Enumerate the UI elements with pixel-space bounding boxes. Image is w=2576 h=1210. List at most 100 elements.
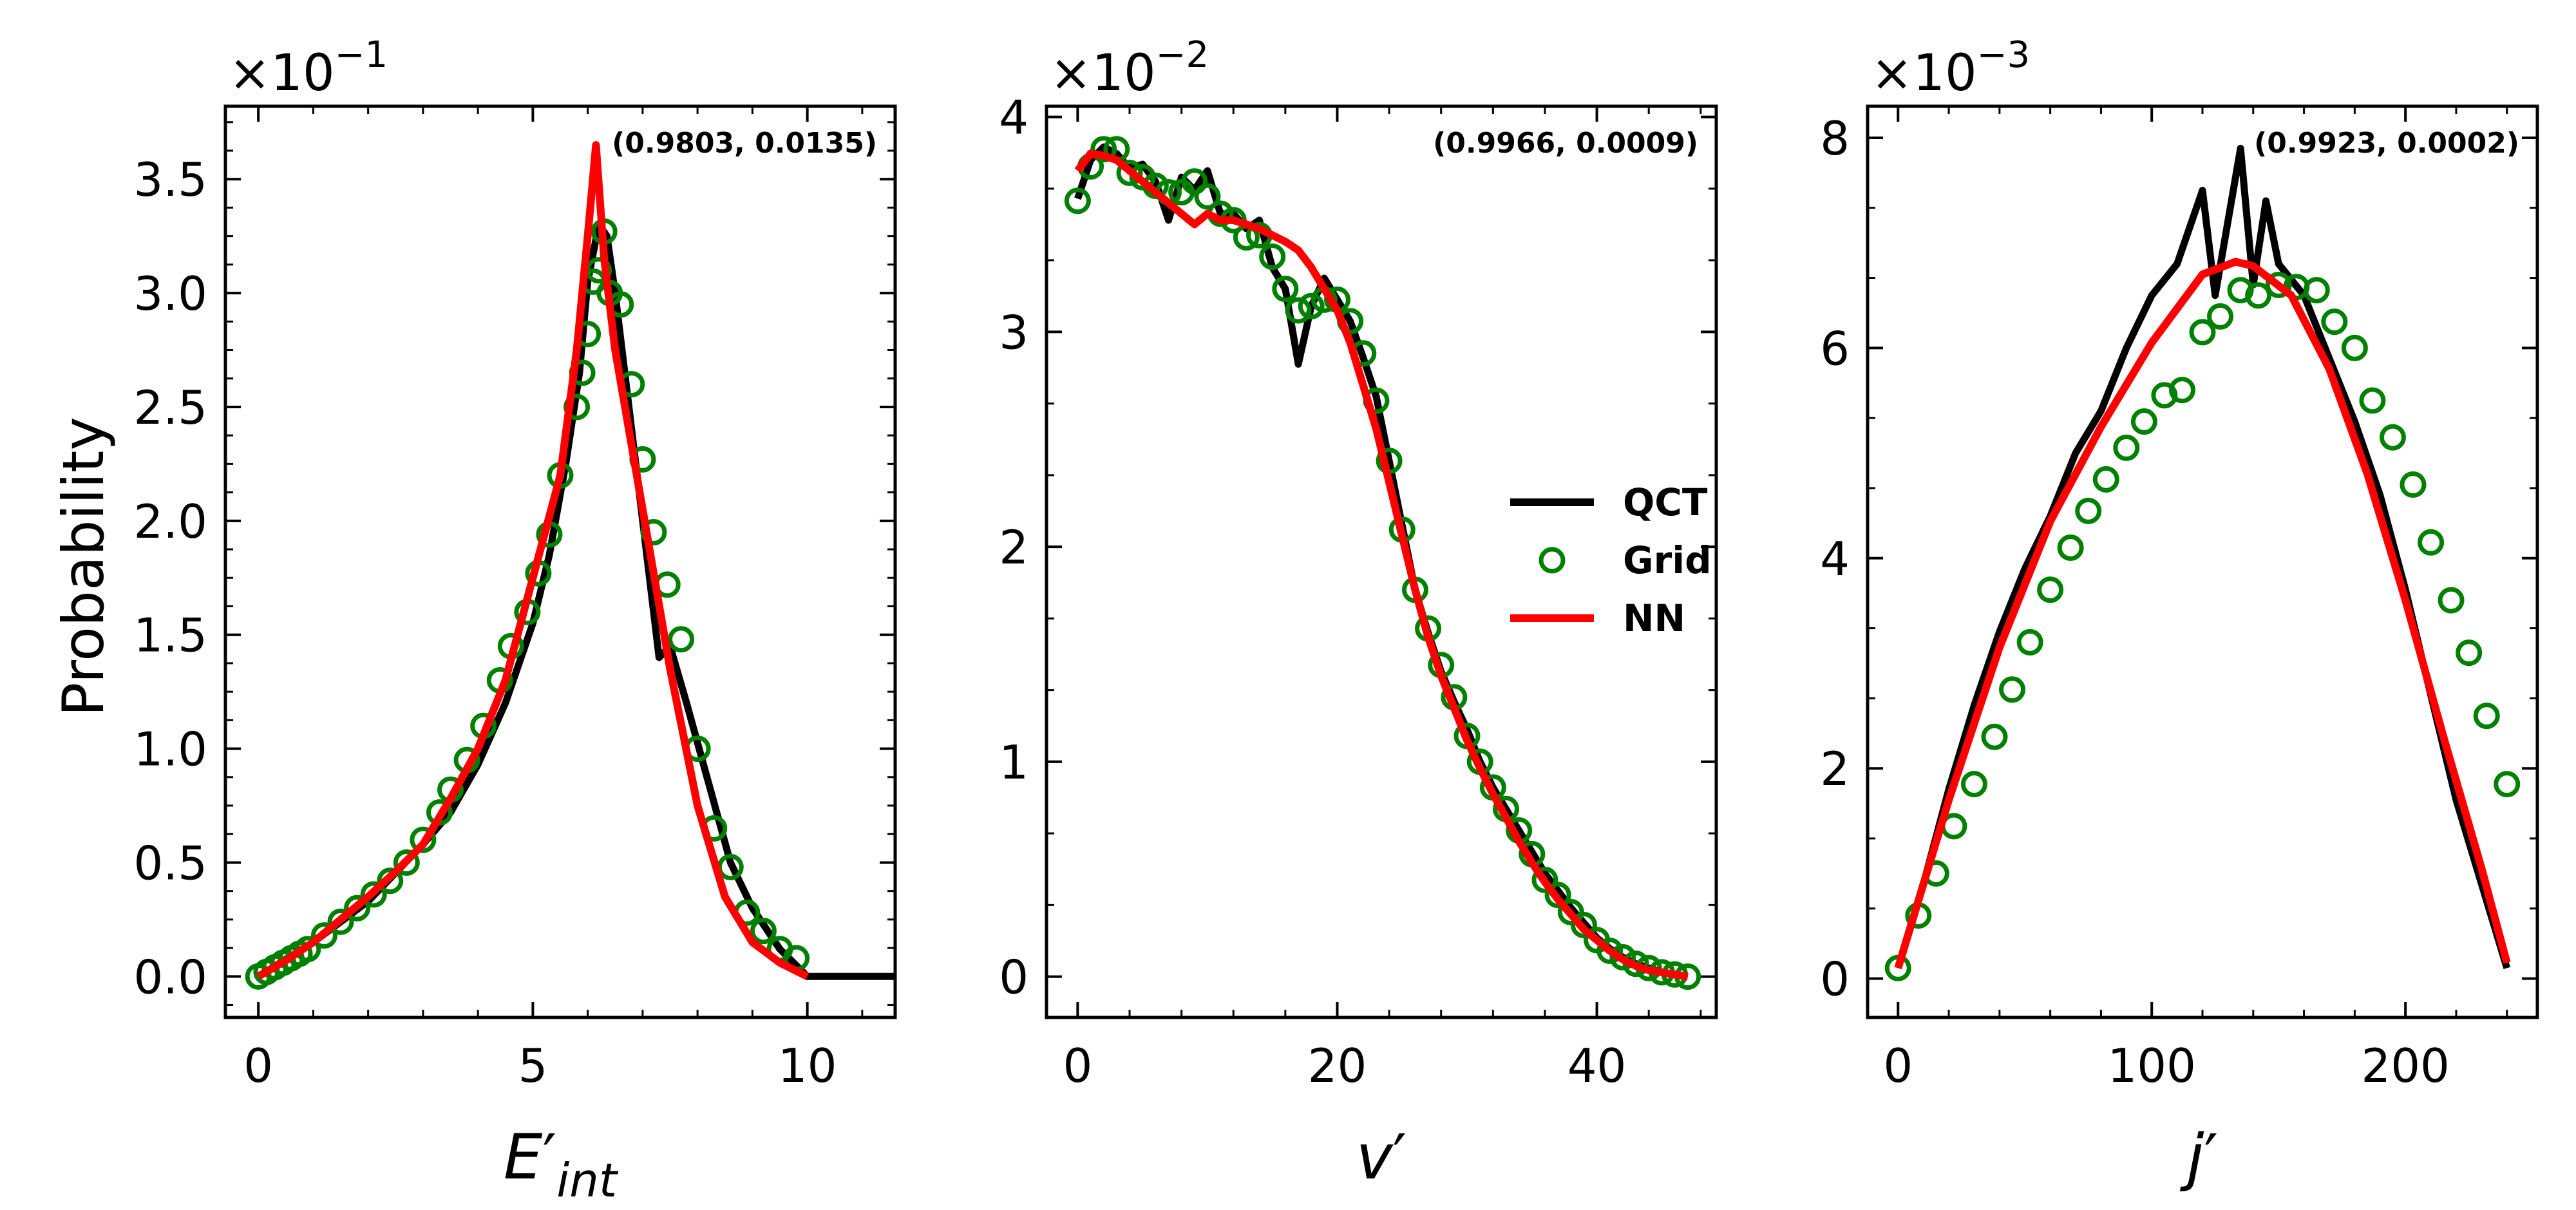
grid-point <box>327 908 354 935</box>
grid-point <box>1960 771 1987 798</box>
grid-point <box>1181 168 1208 195</box>
grid-point <box>2265 271 2292 298</box>
x-tick-label: 10 <box>778 1039 837 1093</box>
grid-point <box>2400 471 2427 498</box>
legend: QCT Grid NN <box>1510 480 1712 640</box>
nn-line <box>1894 258 2511 970</box>
y-tick-label: 6 <box>1820 321 1850 375</box>
x-tick-label: 100 <box>2107 1039 2195 1093</box>
grid-point <box>2227 277 2254 304</box>
legend-marker <box>1539 547 1566 574</box>
grid-point <box>750 918 777 945</box>
grid-point <box>2303 277 2330 304</box>
axes-frame <box>223 104 897 1019</box>
grid-point <box>2245 282 2272 309</box>
x-axis-label: E′int <box>504 1121 619 1207</box>
grid-point <box>2037 576 2064 603</box>
y-axis-label: Probability <box>50 417 117 716</box>
grid-point <box>1090 136 1117 163</box>
grid-point <box>1544 882 1571 909</box>
grid-point <box>1981 723 2008 750</box>
y-tick-label: 8 <box>1820 111 1850 165</box>
y-tick-label: 2 <box>1820 742 1850 796</box>
metric-annotation: (0.9803, 0.0135) <box>612 127 877 160</box>
nn-line <box>1074 149 1689 981</box>
grid-point <box>2341 334 2368 361</box>
x-tick-label: 0 <box>243 1039 273 1093</box>
qct-line <box>1074 143 1689 981</box>
x-tick-label: 200 <box>2361 1039 2449 1093</box>
legend-label: Grid <box>1623 538 1712 582</box>
grid-point <box>393 849 420 876</box>
grid-point <box>2456 639 2483 666</box>
x-axis-label: j′ <box>2180 1121 2218 1193</box>
plot-area <box>245 141 895 990</box>
y-tick-label: 4 <box>1820 532 1850 586</box>
axis-multiplier: ×10−2 <box>1050 34 1209 102</box>
grid-point <box>2016 629 2043 656</box>
grid-point <box>2438 587 2465 614</box>
y-tick-label: 1.0 <box>133 723 207 777</box>
grid-point <box>1064 187 1091 214</box>
grid-point <box>1285 297 1312 324</box>
axis-multiplier: ×10−3 <box>1871 34 2030 102</box>
plot-area <box>1884 144 2521 981</box>
legend-label: QCT <box>1623 480 1708 524</box>
y-tick-label: 2.5 <box>133 381 207 435</box>
x-tick-label: 20 <box>1308 1039 1367 1093</box>
y-tick-label: 0 <box>999 950 1028 1005</box>
grid-point <box>1531 866 1558 893</box>
panel-3: 0 2 4 6 8 0 100 200 ×10−3 (0.9923, 0.0002) j′ <box>1820 34 2539 1193</box>
x-tick-label: 0 <box>1883 1039 1913 1093</box>
grid-point <box>1272 276 1299 303</box>
grid-point <box>1116 159 1143 186</box>
grid-point <box>2379 424 2406 451</box>
grid-point <box>1194 183 1221 210</box>
grid-point <box>1570 911 1597 938</box>
grid-point <box>1298 292 1325 319</box>
y-tick-label: 2 <box>999 520 1028 574</box>
grid-point <box>2418 529 2445 556</box>
grid-point <box>410 826 437 853</box>
grid-point <box>2359 387 2386 414</box>
grid-point <box>2321 308 2348 336</box>
y-tick-label: 4 <box>999 91 1028 145</box>
grid-point <box>2151 382 2178 409</box>
plot-area <box>1064 136 1701 990</box>
axis-multiplier: ×10−1 <box>229 34 388 102</box>
y-tick-label: 0.5 <box>133 836 207 890</box>
grid-point <box>1596 938 1624 965</box>
grid-point <box>2189 319 2216 346</box>
x-axis-label: v′ <box>1356 1121 1407 1193</box>
grid-point <box>2168 377 2195 404</box>
y-tick-label: 2.0 <box>133 495 207 549</box>
grid-point <box>668 626 695 653</box>
y-tick-label: 1 <box>999 735 1028 789</box>
grid-point <box>2092 466 2119 493</box>
grid-point <box>360 881 387 908</box>
panel-1: 0.0 0.5 1.0 1.5 2.0 2.5 3.0 3.5 0 5 10 ×10−1 (0.9803… <box>133 34 897 1207</box>
grid-point <box>377 867 404 894</box>
grid-point <box>310 922 337 949</box>
legend-label: NN <box>1623 596 1685 640</box>
legend-entry-nn: NN <box>1510 596 1685 640</box>
nn-line <box>256 141 810 980</box>
grid-point <box>2207 303 2234 330</box>
y-tick-label: 3.5 <box>133 153 207 207</box>
grid-point <box>1609 944 1636 971</box>
legend-entry-qct: QCT <box>1510 480 1708 524</box>
grid-point <box>1259 243 1286 270</box>
grid-point <box>1999 676 2026 703</box>
y-tick-label: 1.5 <box>133 609 207 663</box>
qct-line <box>1895 144 2510 969</box>
grid-point <box>2130 408 2157 435</box>
legend-entry-grid: Grid <box>1539 538 1712 582</box>
metric-annotation: (0.9923, 0.0002) <box>2254 127 2519 160</box>
metric-annotation: (0.9966, 0.0009) <box>1433 127 1698 160</box>
grid-point <box>2113 434 2140 461</box>
x-tick-label: 5 <box>518 1039 547 1093</box>
y-tick-label: 3.0 <box>133 267 207 321</box>
grid-point <box>2473 703 2500 730</box>
